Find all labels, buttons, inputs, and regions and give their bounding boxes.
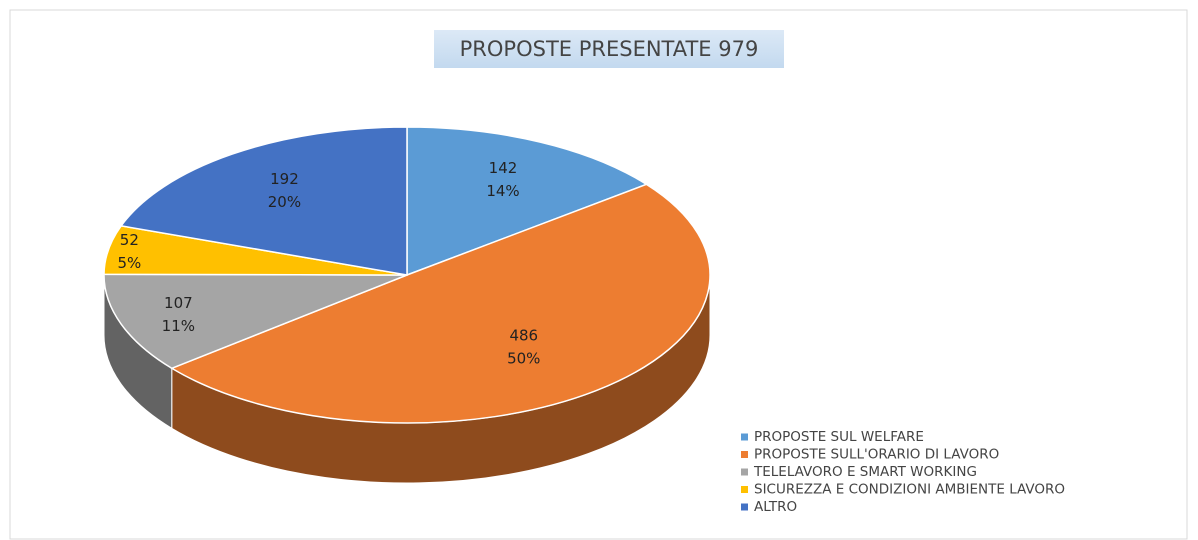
data-label: 52 (120, 231, 139, 249)
legend-label: SICUREZZA E CONDIZIONI AMBIENTE LAVORO (754, 482, 1065, 498)
slice (103, 273, 408, 370)
data-label: 142 (489, 159, 518, 177)
percent-label: 11% (162, 317, 195, 335)
legend-label: PROPOSTE SUL WELFARE (754, 429, 924, 445)
legend-label: PROPOSTE SULL'ORARIO DI LAVORO (754, 447, 999, 463)
legend-swatch (741, 486, 748, 493)
slice (406, 126, 649, 277)
percent-label: 50% (507, 349, 540, 367)
data-label: 486 (509, 326, 538, 344)
chart-title: PROPOSTE PRESENTATE 979 (460, 37, 759, 61)
percent-label: 20% (268, 193, 301, 211)
legend-swatch (741, 433, 748, 441)
data-label: 192 (270, 170, 299, 188)
percent-label: 14% (486, 182, 519, 200)
legend-label: ALTRO (754, 499, 797, 515)
legend-swatch (741, 451, 748, 458)
slice (170, 183, 711, 424)
legend-swatch (741, 468, 748, 476)
legend-swatch (741, 503, 748, 511)
legend-label: TELELAVORO E SMART WORKING (753, 464, 977, 480)
title-box (434, 30, 784, 68)
slice (119, 126, 408, 276)
percent-label: 5% (117, 254, 141, 272)
data-label: 107 (164, 294, 193, 312)
